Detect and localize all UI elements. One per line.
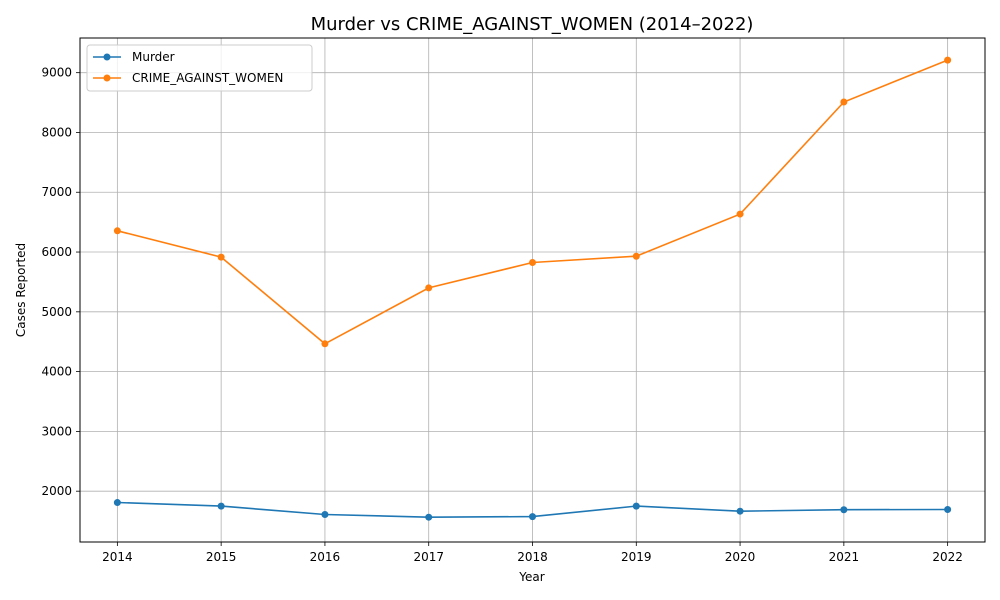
x-axis-label: Year: [518, 570, 544, 584]
y-axis-label: Cases Reported: [14, 243, 28, 337]
point-murder-2020: [736, 507, 744, 515]
x-tick-label-2021: 2021: [829, 550, 860, 564]
y-tick-label-7000: 7000: [41, 185, 72, 199]
point-crime-against-women-2022: [944, 56, 952, 64]
y-tick-label-8000: 8000: [41, 125, 72, 139]
x-tick-label-2019: 2019: [621, 550, 652, 564]
legend-label-murder: Murder: [132, 50, 175, 64]
point-crime-against-women-2019: [632, 252, 640, 260]
y-tick-label-2000: 2000: [41, 484, 72, 498]
point-murder-2015: [217, 502, 225, 510]
point-crime-against-women-2017: [425, 284, 433, 292]
x-tick-label-2015: 2015: [206, 550, 237, 564]
point-crime-against-women-2021: [840, 98, 848, 106]
legend-marker-murder: [103, 53, 111, 61]
y-tick-label-9000: 9000: [41, 66, 72, 80]
y-tick-label-6000: 6000: [41, 245, 72, 259]
point-crime-against-women-2018: [529, 258, 536, 266]
point-murder-2018: [529, 513, 536, 521]
point-crime-against-women-2014: [113, 227, 121, 235]
legend-box: [86, 44, 313, 92]
legend-label-crime-against-women: CRIME_AGAINST_WOMEN: [132, 71, 283, 85]
x-tick-label-2020: 2020: [725, 550, 756, 564]
x-tick-label-2014: 2014: [102, 550, 133, 564]
y-tick-label-3000: 3000: [41, 424, 72, 438]
point-crime-against-women-2020: [736, 210, 744, 218]
legend: Murder CRIME_AGAINST_WOMEN: [86, 44, 313, 92]
chart-title: Murder vs CRIME_AGAINST_WOMEN (2014–2022…: [311, 14, 754, 35]
point-murder-2022: [944, 506, 952, 514]
point-murder-2021: [840, 506, 848, 514]
legend-marker-crime-against-women: [103, 74, 111, 82]
y-tick-label-4000: 4000: [41, 365, 72, 379]
x-tick-label-2018: 2018: [517, 550, 548, 564]
point-crime-against-women-2016: [321, 340, 329, 348]
point-murder-2019: [632, 502, 640, 510]
ticks: 2014 2015 2016 2017 2018 2019 2020 2021 2022 2000…: [41, 66, 962, 564]
y-tick-label-5000: 5000: [41, 305, 72, 319]
point-crime-against-women-2015: [217, 253, 225, 261]
point-murder-2014: [113, 499, 121, 507]
point-murder-2016: [321, 510, 329, 518]
x-tick-label-2022: 2022: [932, 550, 963, 564]
series-layer: [113, 56, 952, 521]
x-tick-label-2017: 2017: [413, 550, 444, 564]
grid: [80, 38, 985, 542]
point-murder-2017: [425, 513, 433, 521]
x-tick-label-2016: 2016: [310, 550, 341, 564]
